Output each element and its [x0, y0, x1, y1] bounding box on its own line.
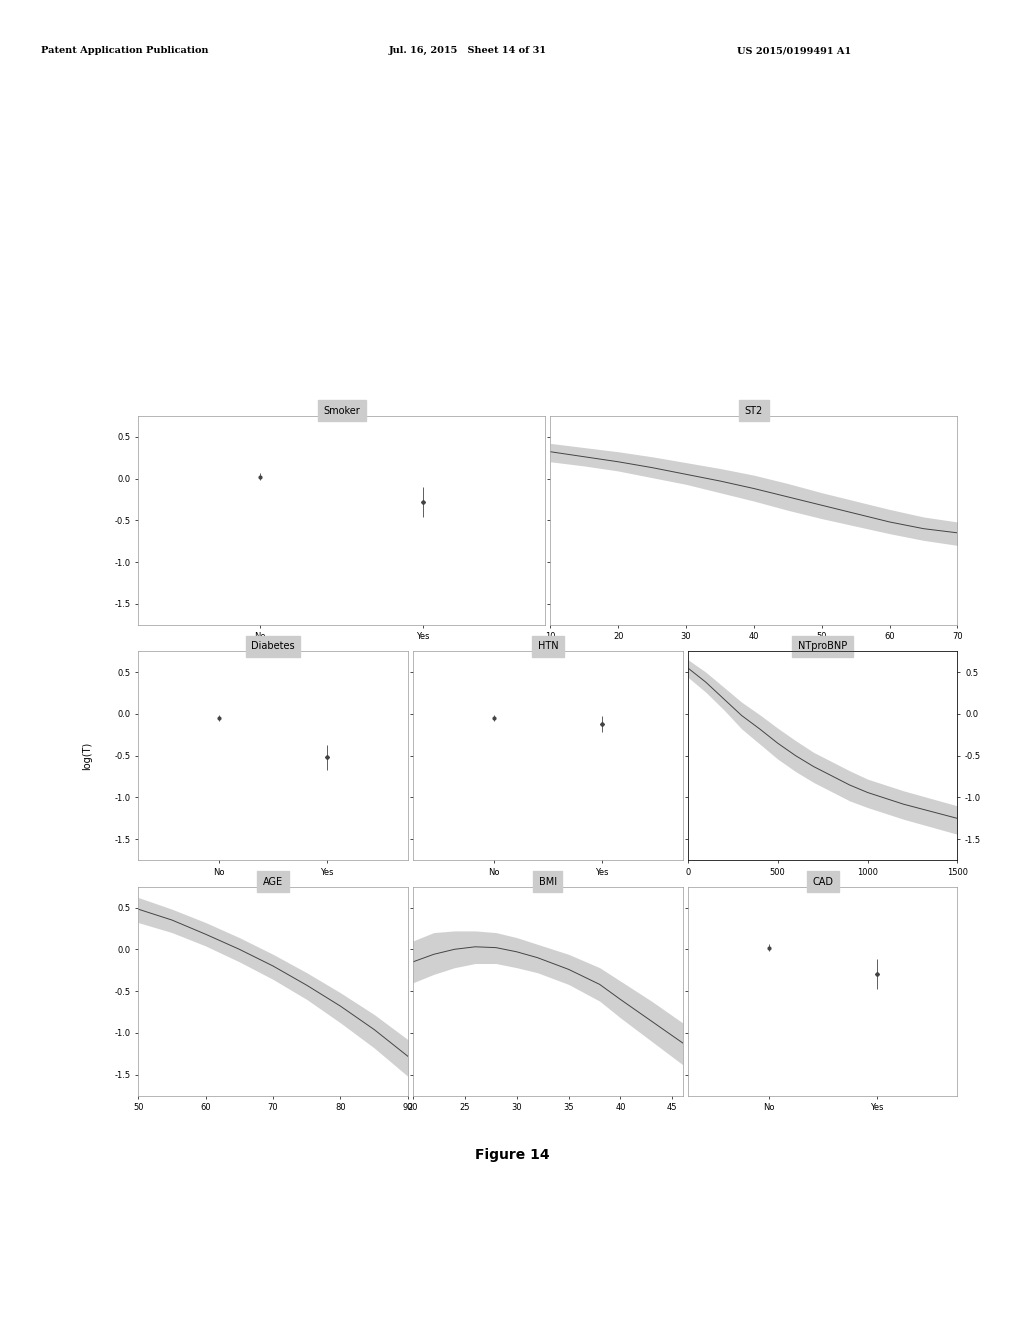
- Title: ST2: ST2: [744, 405, 763, 416]
- Title: Smoker: Smoker: [324, 405, 360, 416]
- Title: Diabetes: Diabetes: [251, 642, 295, 651]
- Text: Figure 14: Figure 14: [475, 1148, 549, 1162]
- Title: AGE: AGE: [263, 876, 283, 887]
- Title: BMI: BMI: [539, 876, 557, 887]
- Title: CAD: CAD: [812, 876, 834, 887]
- Title: HTN: HTN: [538, 642, 558, 651]
- Text: log(T): log(T): [82, 742, 92, 770]
- Text: Patent Application Publication: Patent Application Publication: [41, 46, 209, 55]
- Text: Jul. 16, 2015   Sheet 14 of 31: Jul. 16, 2015 Sheet 14 of 31: [389, 46, 547, 55]
- Title: NTproBNP: NTproBNP: [798, 642, 847, 651]
- Text: US 2015/0199491 A1: US 2015/0199491 A1: [737, 46, 851, 55]
